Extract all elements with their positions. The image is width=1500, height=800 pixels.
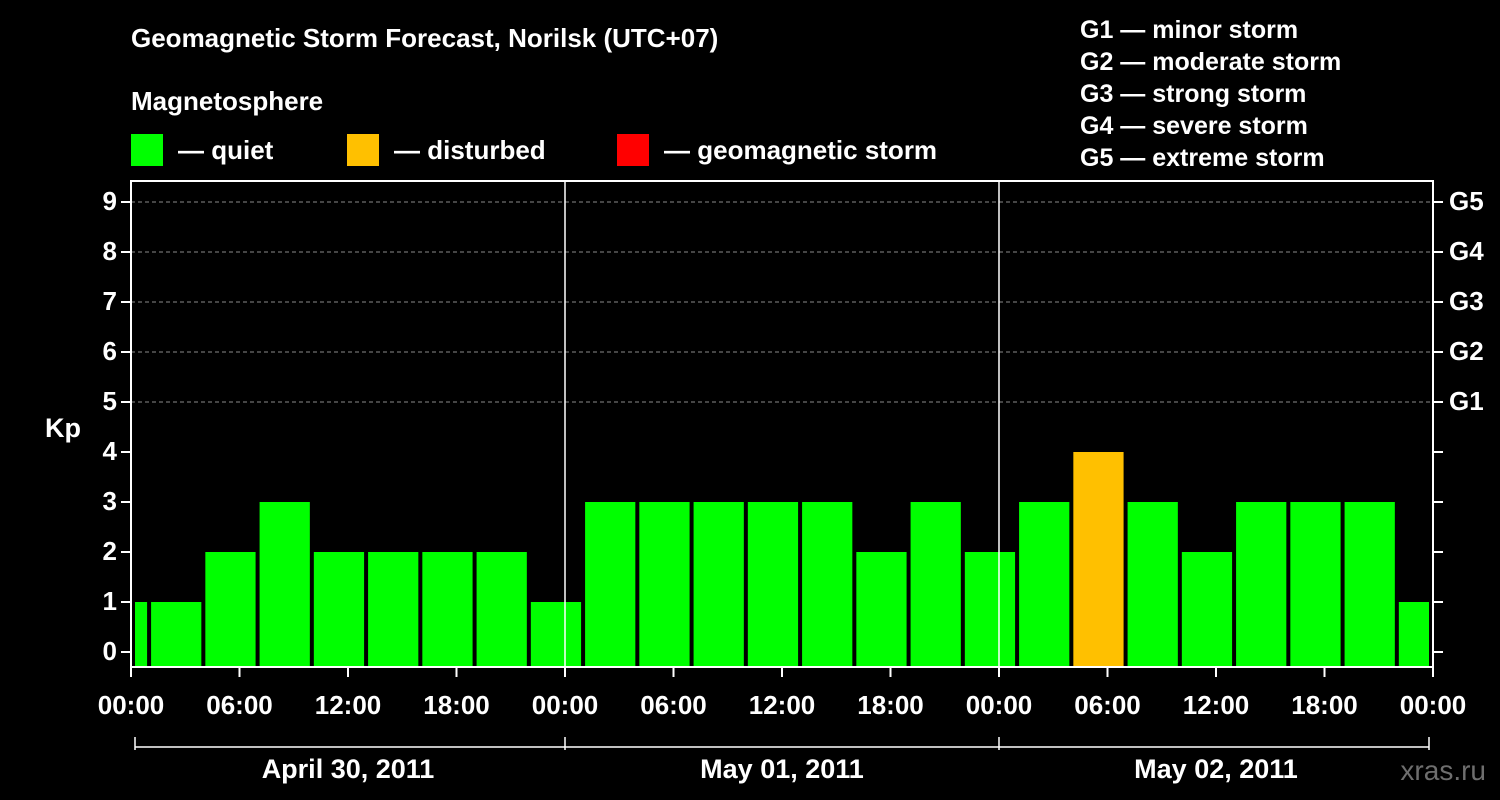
kp-bar — [1290, 502, 1341, 667]
day-label: May 02, 2011 — [1134, 754, 1298, 784]
kp-bar — [1236, 502, 1287, 667]
chart-title: Geomagnetic Storm Forecast, Norilsk (UTC… — [131, 23, 719, 53]
storm-scale-g4: G4 — severe storm — [1080, 112, 1308, 140]
right-tick-label: G4 — [1449, 236, 1484, 266]
kp-bar — [639, 502, 690, 667]
kp-bar — [910, 502, 961, 667]
x-tick-label: 12:00 — [1183, 690, 1250, 720]
kp-bar — [964, 552, 1016, 667]
y-axis-label: Kp — [45, 413, 81, 443]
x-tick-label: 06:00 — [206, 690, 273, 720]
y-tick-label: 8 — [103, 236, 117, 266]
kp-bar — [476, 552, 527, 667]
x-tick-label: 06:00 — [1074, 690, 1141, 720]
storm-scale-g3: G3 — strong storm — [1080, 80, 1307, 108]
storm-scale-g2: G2 — moderate storm — [1080, 48, 1342, 76]
y-tick-label: 0 — [103, 636, 117, 666]
y-tick-label: 3 — [103, 486, 117, 516]
y-tick-label: 2 — [103, 536, 117, 566]
legend-disturbed-label: — disturbed — [394, 134, 546, 165]
storm-scale-g1: G1 — minor storm — [1080, 16, 1299, 44]
y-tick-label: 7 — [103, 286, 117, 316]
kp-bar — [1398, 602, 1429, 667]
legend-quiet-label: — quiet — [178, 134, 274, 165]
chart-subtitle: Magnetosphere — [131, 86, 324, 116]
kp-bar — [1181, 552, 1233, 667]
kp-bar — [135, 602, 148, 667]
kp-bar — [1019, 502, 1070, 667]
right-tick-label: G1 — [1449, 386, 1484, 416]
day-label: April 30, 2011 — [262, 754, 435, 784]
x-tick-label: 00:00 — [966, 690, 1033, 720]
x-tick-label: 00:00 — [1400, 690, 1467, 720]
kp-bar — [530, 602, 582, 667]
x-tick-label: 12:00 — [315, 690, 382, 720]
kp-bar — [151, 602, 202, 667]
x-tick-label: 06:00 — [640, 690, 707, 720]
kp-bar — [313, 552, 365, 667]
kp-bar — [802, 502, 853, 667]
kp-bar — [856, 552, 907, 667]
legend-disturbed: — disturbed — [347, 133, 546, 167]
day-label: May 01, 2011 — [700, 754, 864, 784]
right-tick-label: G5 — [1449, 186, 1484, 216]
legend-quiet: — quiet — [131, 133, 273, 167]
x-tick-label: 18:00 — [423, 690, 490, 720]
kp-bar — [422, 552, 473, 667]
kp-bar — [1073, 452, 1124, 667]
legend-storm-swatch — [617, 134, 649, 166]
kp-bar — [1127, 502, 1178, 667]
kp-bar — [1344, 502, 1395, 667]
legend-quiet-swatch — [131, 134, 163, 166]
kp-bar — [368, 552, 419, 667]
kp-bar — [585, 502, 636, 667]
legend-storm: — geomagnetic storm — [617, 133, 937, 167]
storm-scale-legend: G1 — minor storm G2 — moderate storm G3 … — [1080, 14, 1341, 174]
kp-bar — [693, 502, 744, 667]
kp-bar — [205, 552, 256, 667]
y-tick-label: 9 — [103, 186, 117, 216]
right-tick-label: G3 — [1449, 286, 1484, 316]
legend-disturbed-swatch — [347, 134, 379, 166]
y-tick-label: 1 — [103, 586, 117, 616]
y-tick-label: 4 — [103, 436, 118, 466]
storm-scale-g5: G5 — extreme storm — [1080, 144, 1325, 172]
right-tick-label: G2 — [1449, 336, 1484, 366]
watermark: xras.ru — [1400, 755, 1486, 786]
x-tick-label: 12:00 — [749, 690, 816, 720]
x-tick-label: 00:00 — [98, 690, 165, 720]
y-tick-label: 6 — [103, 336, 117, 366]
kp-bar — [747, 502, 799, 667]
x-tick-label: 18:00 — [857, 690, 924, 720]
x-tick-label: 18:00 — [1291, 690, 1358, 720]
kp-bar — [259, 502, 310, 667]
legend-storm-label: — geomagnetic storm — [664, 134, 938, 165]
x-tick-label: 00:00 — [532, 690, 599, 720]
y-tick-label: 5 — [103, 386, 117, 416]
